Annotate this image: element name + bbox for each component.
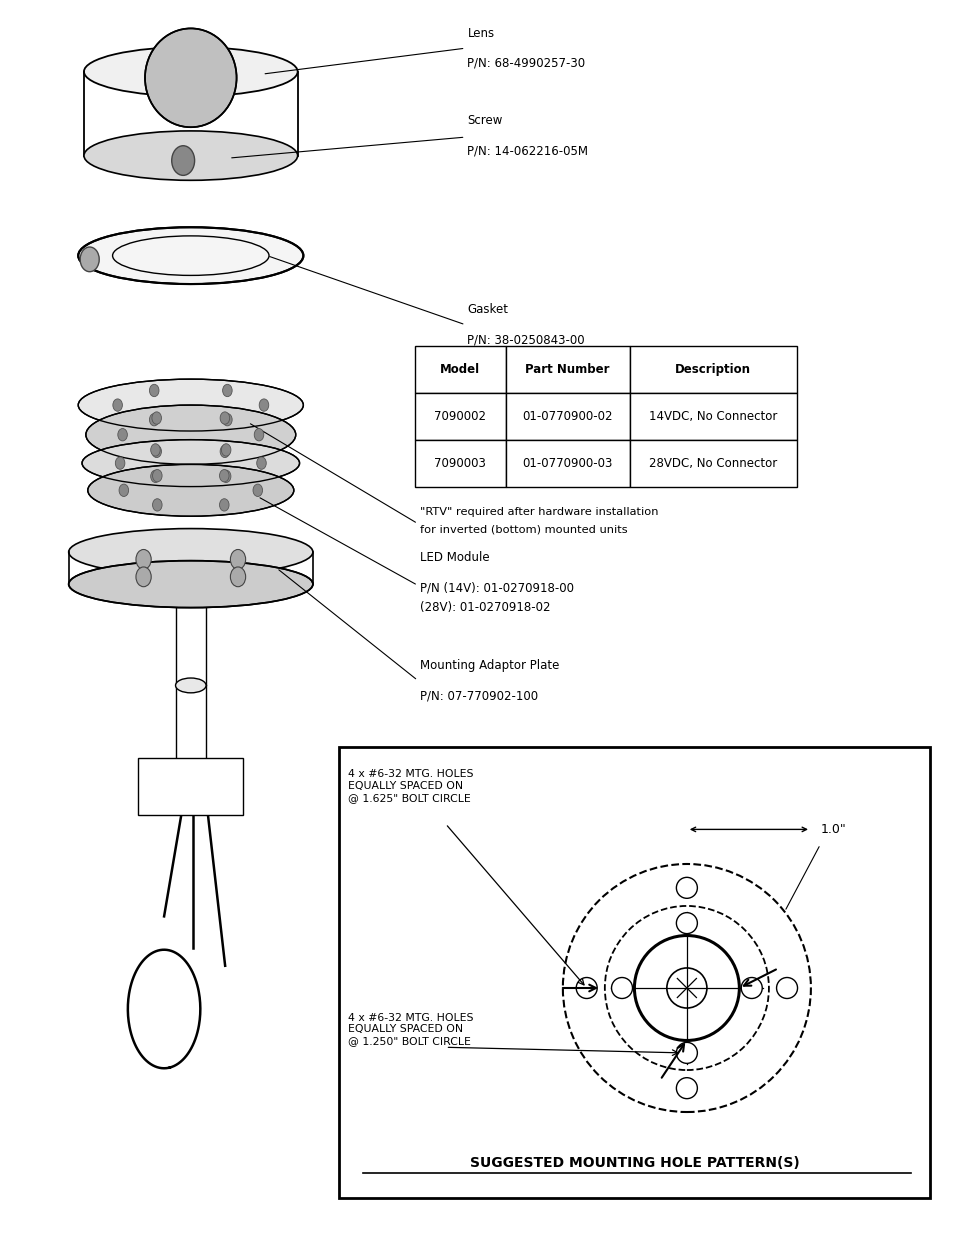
Ellipse shape [152, 499, 162, 511]
FancyBboxPatch shape [138, 758, 243, 815]
Ellipse shape [222, 384, 232, 396]
Ellipse shape [152, 446, 161, 458]
Text: P/N: 14-062216-05M: P/N: 14-062216-05M [467, 144, 588, 158]
Ellipse shape [136, 567, 152, 587]
Text: Description: Description [675, 363, 750, 375]
Ellipse shape [666, 968, 706, 1008]
Ellipse shape [576, 978, 597, 998]
Ellipse shape [219, 469, 229, 482]
Ellipse shape [136, 550, 152, 569]
Ellipse shape [80, 247, 99, 272]
Ellipse shape [150, 414, 159, 426]
Text: "RTV" required after hardware installation: "RTV" required after hardware installati… [419, 508, 658, 517]
Text: Mounting Adaptor Plate: Mounting Adaptor Plate [419, 658, 558, 672]
Text: 01-0770900-03: 01-0770900-03 [522, 457, 612, 469]
Ellipse shape [151, 443, 160, 456]
Ellipse shape [676, 877, 697, 898]
Ellipse shape [230, 550, 245, 569]
Text: P/N: 07-770902-100: P/N: 07-770902-100 [419, 689, 537, 703]
Text: 7090002: 7090002 [434, 410, 486, 422]
Text: (28V): 01-0270918-02: (28V): 01-0270918-02 [419, 601, 550, 615]
FancyBboxPatch shape [505, 393, 629, 440]
Ellipse shape [676, 1042, 697, 1063]
Text: Part Number: Part Number [525, 363, 609, 375]
FancyBboxPatch shape [415, 393, 505, 440]
FancyBboxPatch shape [505, 440, 629, 487]
Ellipse shape [152, 411, 161, 424]
Ellipse shape [221, 471, 231, 483]
Ellipse shape [230, 567, 245, 587]
Ellipse shape [84, 131, 297, 180]
Ellipse shape [69, 561, 313, 608]
Ellipse shape [221, 443, 231, 456]
Ellipse shape [84, 47, 297, 96]
Ellipse shape [86, 405, 295, 464]
Text: Screw: Screw [467, 114, 502, 127]
Text: P/N: 38-0250843-00: P/N: 38-0250843-00 [467, 333, 584, 347]
Text: 14VDC, No Connector: 14VDC, No Connector [648, 410, 777, 422]
Text: LED Module: LED Module [419, 551, 489, 564]
Ellipse shape [676, 913, 697, 934]
Ellipse shape [69, 529, 313, 576]
FancyBboxPatch shape [629, 393, 796, 440]
Text: 28VDC, No Connector: 28VDC, No Connector [648, 457, 777, 469]
Ellipse shape [259, 399, 269, 411]
Ellipse shape [222, 414, 232, 426]
Ellipse shape [88, 464, 294, 516]
Ellipse shape [112, 399, 122, 411]
Ellipse shape [256, 457, 266, 469]
Ellipse shape [172, 146, 194, 175]
FancyBboxPatch shape [415, 346, 505, 393]
FancyBboxPatch shape [629, 346, 796, 393]
Ellipse shape [152, 469, 162, 482]
Text: 1.0": 1.0" [820, 823, 845, 836]
Ellipse shape [220, 411, 230, 424]
Ellipse shape [151, 471, 160, 483]
Ellipse shape [145, 28, 236, 127]
Ellipse shape [82, 440, 299, 487]
Ellipse shape [78, 227, 303, 284]
Ellipse shape [740, 978, 761, 998]
Text: Gasket: Gasket [467, 303, 508, 316]
Text: Lens: Lens [467, 26, 494, 40]
Ellipse shape [253, 429, 263, 441]
Ellipse shape [78, 379, 303, 431]
Ellipse shape [219, 499, 229, 511]
Ellipse shape [175, 678, 206, 693]
Ellipse shape [117, 429, 127, 441]
Ellipse shape [253, 484, 262, 496]
FancyBboxPatch shape [338, 747, 929, 1198]
FancyBboxPatch shape [629, 440, 796, 487]
Text: P/N (14V): 01-0270918-00: P/N (14V): 01-0270918-00 [419, 582, 573, 595]
Text: 7090003: 7090003 [434, 457, 486, 469]
Text: Model: Model [439, 363, 480, 375]
Text: 4 x #6-32 MTG. HOLES
EQUALLY SPACED ON
@ 1.250" BOLT CIRCLE: 4 x #6-32 MTG. HOLES EQUALLY SPACED ON @… [348, 1013, 474, 1046]
Text: for inverted (bottom) mounted units: for inverted (bottom) mounted units [419, 525, 627, 535]
Text: P/N: 68-4990257-30: P/N: 68-4990257-30 [467, 57, 585, 70]
Ellipse shape [676, 1078, 697, 1099]
Ellipse shape [150, 384, 159, 396]
Text: 01-0770900-02: 01-0770900-02 [522, 410, 612, 422]
FancyBboxPatch shape [415, 440, 505, 487]
Ellipse shape [119, 484, 129, 496]
Text: 4 x #6-32 MTG. HOLES
EQUALLY SPACED ON
@ 1.625" BOLT CIRCLE: 4 x #6-32 MTG. HOLES EQUALLY SPACED ON @… [348, 769, 474, 803]
Ellipse shape [115, 457, 125, 469]
FancyBboxPatch shape [505, 346, 629, 393]
Text: SUGGESTED MOUNTING HOLE PATTERN(S): SUGGESTED MOUNTING HOLE PATTERN(S) [469, 1156, 799, 1171]
Ellipse shape [611, 978, 632, 998]
Ellipse shape [220, 446, 230, 458]
Ellipse shape [776, 978, 797, 998]
